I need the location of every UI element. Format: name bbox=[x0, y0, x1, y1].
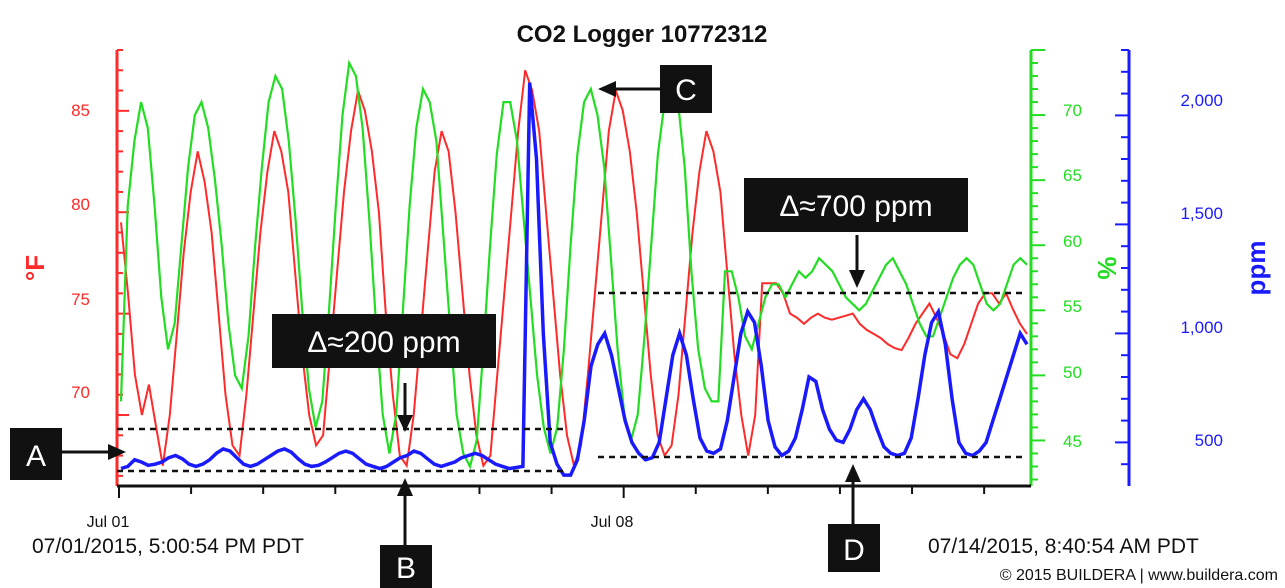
co2-tick-label: 1,500 bbox=[1180, 204, 1223, 223]
svg-text:B: B bbox=[396, 552, 416, 585]
hum-tick-label: 60 bbox=[1063, 232, 1082, 251]
annotation-delta-200: Δ≈200 ppm bbox=[272, 314, 496, 368]
svg-text:Δ≈200 ppm: Δ≈200 ppm bbox=[307, 326, 460, 359]
copyright: © 2015 BUILDERA | www.buildera.com bbox=[1000, 567, 1278, 584]
hum-tick-label: 70 bbox=[1063, 101, 1082, 120]
hum-tick-label: 50 bbox=[1063, 363, 1082, 382]
x-tick-label: Jul 08 bbox=[591, 514, 634, 531]
humidity-ticks bbox=[1031, 49, 1045, 481]
hum-tick-label: 55 bbox=[1063, 297, 1082, 316]
temp-tick-label: 80 bbox=[71, 195, 90, 214]
end-timestamp: 07/14/2015, 8:40:54 AM PDT bbox=[928, 535, 1199, 558]
co2-tick-label: 2,000 bbox=[1180, 91, 1223, 110]
chart-title: CO2 Logger 10772312 bbox=[517, 21, 768, 48]
hum-tick-label: 65 bbox=[1063, 166, 1082, 185]
annotation-delta-700: Δ≈700 ppm bbox=[744, 178, 968, 232]
co2-unit: ppm bbox=[1241, 241, 1271, 296]
temperature-ticks bbox=[117, 49, 129, 477]
temp-tick-label: 85 bbox=[71, 101, 90, 120]
temperature-series bbox=[120, 69, 1028, 470]
start-timestamp: 07/01/2015, 5:00:54 PM PDT bbox=[32, 535, 304, 558]
svg-text:A: A bbox=[26, 440, 46, 473]
co2-series bbox=[120, 82, 1029, 477]
temperature-unit: °F bbox=[20, 255, 50, 281]
svg-text:Δ≈700 ppm: Δ≈700 ppm bbox=[779, 190, 932, 223]
svg-text:D: D bbox=[843, 534, 865, 567]
co2-ticks bbox=[1115, 49, 1129, 466]
annotation-c: C bbox=[660, 65, 712, 113]
annotation-b: B bbox=[380, 545, 432, 588]
x-tick-label: Jul 01 bbox=[87, 514, 130, 531]
temp-tick-label: 70 bbox=[71, 383, 90, 402]
humidity-series bbox=[119, 59, 1028, 470]
annotation-a: A bbox=[10, 428, 62, 480]
humidity-unit: % bbox=[1092, 256, 1122, 279]
annotation-d: D bbox=[828, 524, 880, 572]
annotation-arrows bbox=[62, 81, 865, 545]
svg-text:C: C bbox=[675, 74, 697, 107]
co2-tick-label: 1,000 bbox=[1180, 318, 1223, 337]
temp-tick-label: 75 bbox=[71, 290, 90, 309]
co2-tick-label: 500 bbox=[1195, 431, 1223, 450]
hum-tick-label: 45 bbox=[1063, 432, 1082, 451]
